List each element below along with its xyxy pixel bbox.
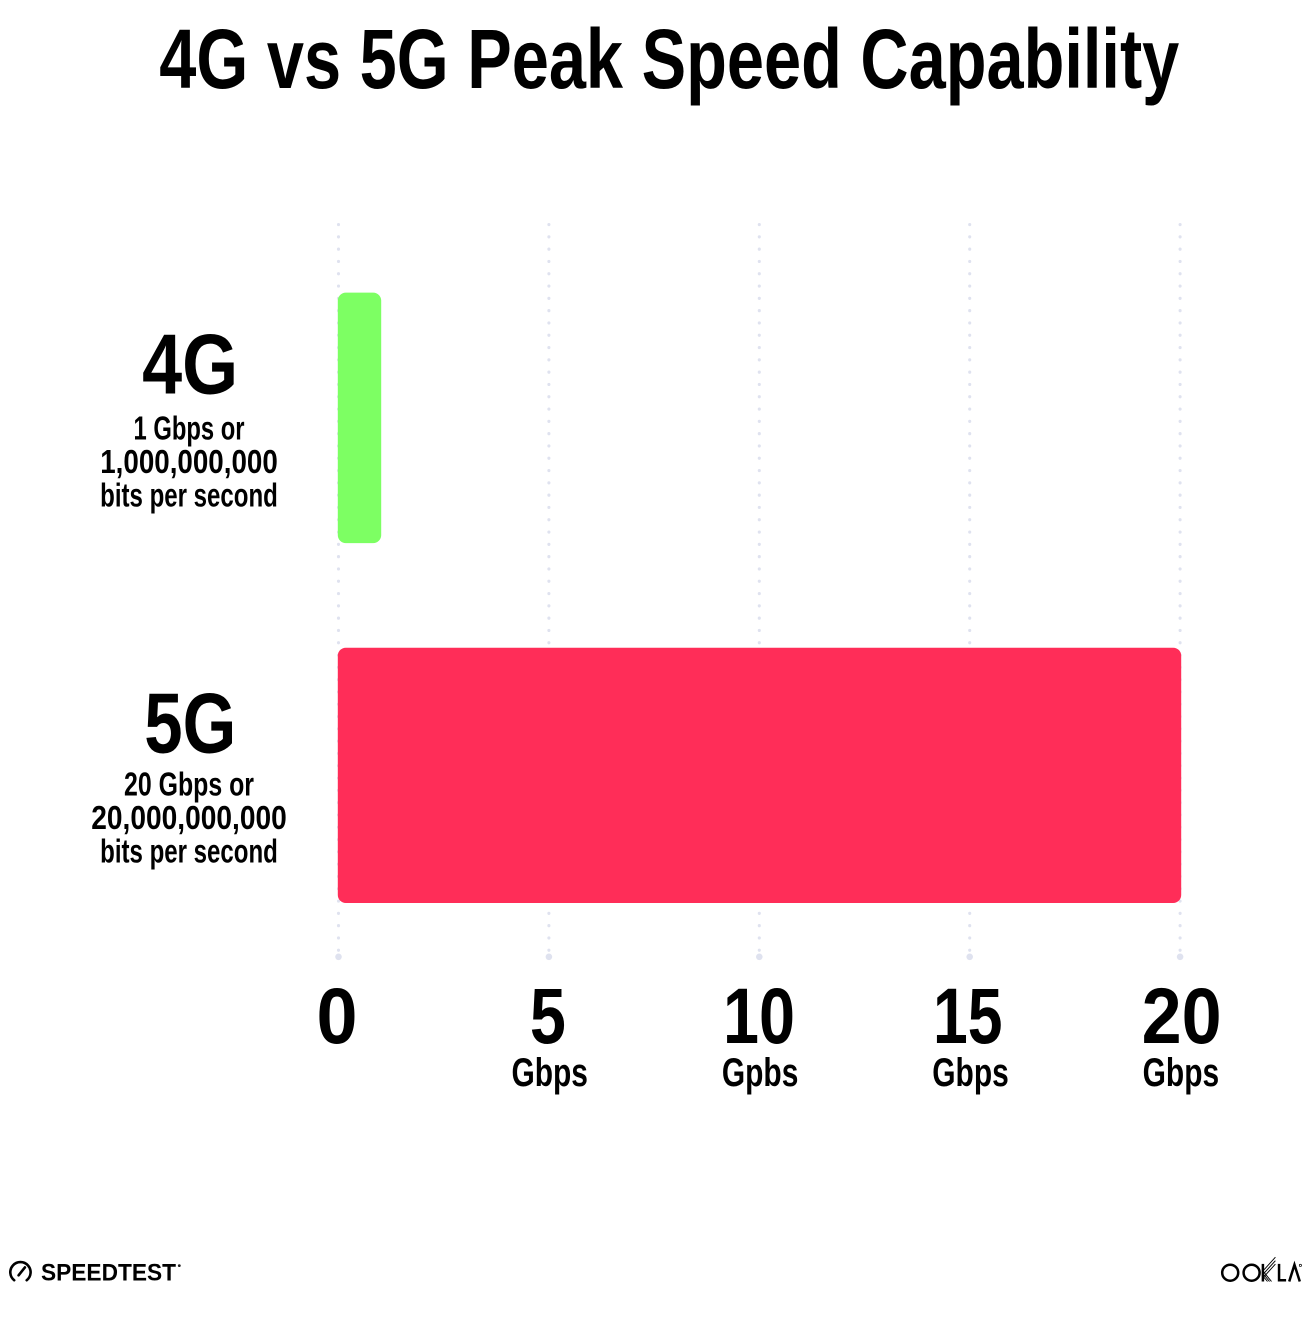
svg-text:Gpbs: Gpbs — [722, 1051, 799, 1095]
svg-text:1 Gbps or: 1 Gbps or — [134, 411, 245, 448]
svg-text:15: 15 — [933, 971, 1003, 1060]
svg-text:20,000,000,000: 20,000,000,000 — [91, 800, 287, 837]
svg-text:5G: 5G — [144, 676, 236, 771]
svg-text:0: 0 — [317, 971, 358, 1060]
svg-text:20: 20 — [1142, 971, 1222, 1060]
svg-text:4G: 4G — [142, 317, 238, 412]
svg-text:bits per second: bits per second — [100, 833, 278, 870]
svg-text:Gbps: Gbps — [1143, 1051, 1220, 1095]
svg-text:10: 10 — [723, 971, 795, 1060]
svg-text:bits per second: bits per second — [100, 478, 278, 515]
svg-text:SPEEDTEST: SPEEDTEST — [41, 1259, 176, 1286]
svg-text:5: 5 — [530, 971, 566, 1060]
svg-text:20 Gbps or: 20 Gbps or — [124, 766, 254, 803]
svg-text:Gbps: Gbps — [511, 1051, 588, 1095]
svg-text:1,000,000,000: 1,000,000,000 — [100, 444, 278, 481]
svg-text:Gbps: Gbps — [932, 1051, 1009, 1095]
svg-text:4G vs 5G Peak Speed Capability: 4G vs 5G Peak Speed Capability — [159, 12, 1179, 106]
